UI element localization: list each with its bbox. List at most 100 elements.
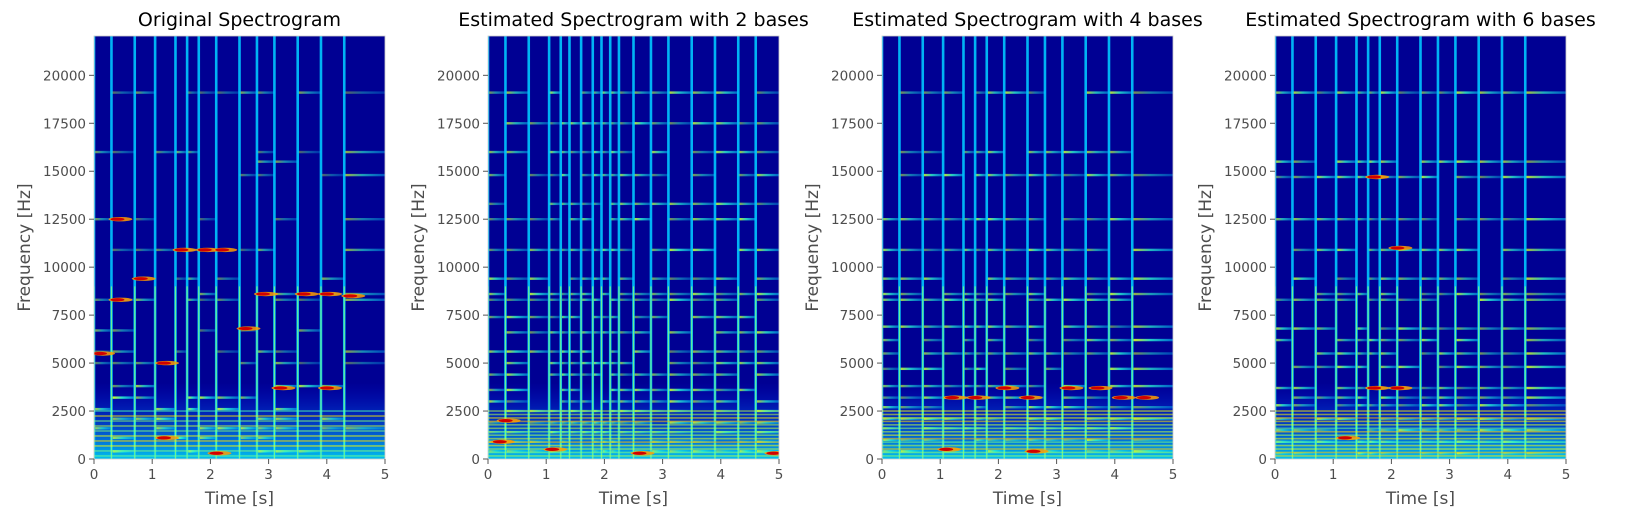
harmonic-line [1292,429,1316,432]
harmonic-line [1004,384,1028,388]
harmonic-line [1132,277,1173,280]
y-tick-label: 5000 [1233,356,1267,372]
harmonic-line [528,421,550,424]
onset-transient-core [898,286,901,459]
harmonic-line [488,277,506,280]
harmonic-line [1062,173,1086,177]
harmonic-line [714,218,739,221]
harmonic-line [691,315,715,319]
harmonic-line [1525,298,1566,301]
harmonic-line [1108,384,1133,388]
energy-peak [492,440,507,444]
harmonic-line [755,122,779,125]
y-tick-label: 10000 [831,260,874,276]
harmonic-line [650,292,669,296]
harmonic-line [610,421,619,424]
onset-transient [110,36,113,459]
harmonic-line [344,173,385,177]
onset-transient-core [1524,286,1526,459]
harmonic-line [1044,298,1063,301]
harmonic-line [488,388,506,392]
harmonic-line [274,417,298,420]
harmonic-line [1455,338,1479,342]
harmonic-line [505,91,529,94]
onset-transient-core [504,286,507,459]
y-tick-label: 15000 [831,164,874,180]
harmonic-line [1336,338,1357,342]
harmonic-line [691,350,715,353]
harmonic-line [1132,406,1173,409]
harmonic-line [618,122,634,125]
harmonic-line [922,325,944,328]
x-tick-label: 3 [1052,467,1061,483]
low-harmonic-band [882,413,1173,416]
harmonic-line [297,150,321,154]
harmonic-line [691,218,715,221]
energy-peak [545,447,560,452]
x-tick-label: 5 [381,467,390,483]
harmonic-line [618,248,634,252]
harmonic-line [1356,175,1369,179]
harmonic-line [1027,292,1045,296]
harmonic-line [755,350,779,353]
harmonic-line [1275,404,1293,407]
harmonic-line [601,150,611,154]
harmonic-line [601,248,611,252]
harmonic-line [1108,367,1133,371]
harmonic-line [1004,292,1028,296]
harmonic-line [882,438,900,442]
harmonic-line [618,173,634,177]
harmonic-line [1315,365,1337,369]
harmonic-line [610,388,619,392]
harmonic-line [592,361,602,365]
harmonic-line [691,298,715,301]
harmonic-line [738,122,756,125]
low-harmonic-band [94,445,385,447]
harmonic-line [601,450,611,453]
y-tick-label: 0 [865,452,874,468]
harmonic-line [528,277,550,280]
low-harmonic-band [94,415,385,417]
spectrogram-image [488,36,779,459]
harmonic-line [111,417,135,420]
low-harmonic-band [94,430,385,432]
harmonic-line [1501,91,1526,94]
harmonic-line [755,202,779,206]
harmonic-line [1292,404,1316,407]
harmonic-line [274,160,298,163]
harmonic-line [344,150,385,154]
harmonic-line [239,396,257,399]
harmonic-line [1292,365,1316,369]
harmonic-line [1420,91,1438,94]
harmonic-line [560,150,570,154]
harmonic-line [1132,173,1173,177]
energy-peak [968,396,983,400]
onset-transient-core [1437,286,1439,459]
harmonic-line [1132,367,1173,371]
harmonic-line [1525,160,1566,163]
harmonic-line [618,400,634,403]
harmonic-line [1085,218,1109,221]
harmonic-line [1437,404,1456,407]
energy-peak [319,386,334,390]
harmonic-line [899,325,923,328]
harmonic-line [1455,365,1479,369]
harmonic-line [882,325,900,328]
onset-transient [898,36,901,459]
x-tick-label: 1 [936,467,945,483]
harmonic-line [714,277,739,280]
harmonic-line [505,315,529,319]
harmonic-line [755,150,779,154]
x-axis-label: Time [s] [598,489,668,509]
harmonic-line [601,400,611,403]
onset-transient-core [1367,286,1369,459]
energy-peak [110,298,125,302]
harmonic-line [922,406,944,409]
energy-peak [1026,449,1041,453]
harmonic-line [1420,298,1438,301]
harmonic-line [1478,396,1502,399]
y-tick-label: 5000 [840,356,874,372]
harmonic-line [198,436,217,440]
harmonic-line [882,396,900,399]
harmonic-line [297,91,321,94]
